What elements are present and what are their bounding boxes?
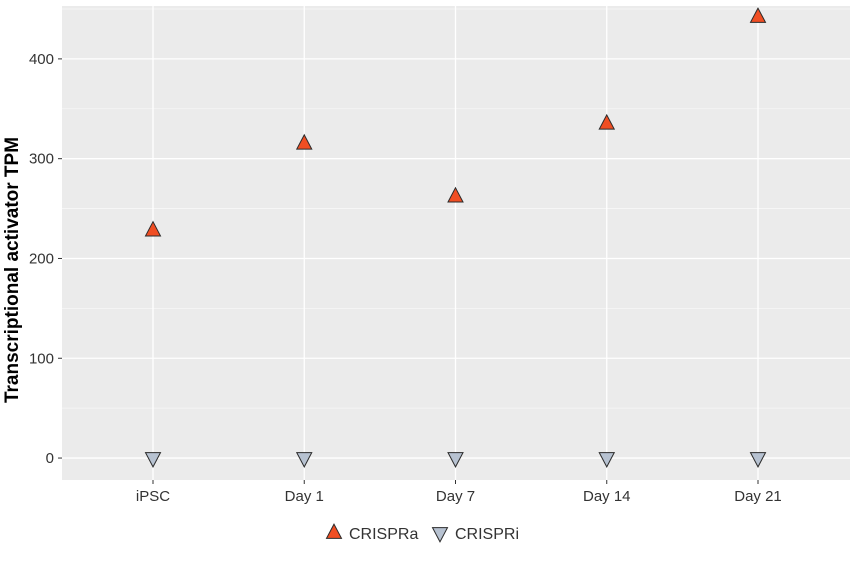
- x-axis-ticks: iPSC Day 1 Day 7 Day 14 Day 21: [136, 480, 782, 505]
- data-points: [144, 7, 767, 468]
- y-tick-label: 200: [29, 250, 54, 267]
- legend-label-crispra: CRISPRa: [349, 526, 418, 543]
- x-tick-label: iPSC: [136, 488, 170, 505]
- point-crispra-day-14: [598, 113, 616, 130]
- x-tick-label: Day 7: [436, 488, 475, 505]
- point-crispri-day-7: [447, 452, 464, 468]
- point-crispra-day-21: [749, 7, 767, 23]
- x-tick-label: Day 14: [583, 488, 631, 505]
- point-crispri-ipsc: [144, 452, 162, 468]
- legend-label-crispri: CRISPRi: [455, 526, 519, 543]
- y-tick-label: 400: [29, 51, 54, 68]
- y-axis-title: Transcriptional activator TPM: [2, 137, 23, 403]
- legend-key-crispra: [325, 523, 343, 539]
- major-gridlines: [62, 6, 850, 480]
- point-crispri-day-1: [295, 452, 313, 468]
- y-tick-label: 0: [46, 450, 54, 467]
- point-crispra-day-7: [447, 186, 464, 203]
- point-crispri-day-14: [598, 452, 616, 468]
- point-crispri-day-21: [749, 452, 767, 468]
- legend: CRISPRa CRISPRi: [325, 523, 519, 543]
- x-tick-label: Day 21: [734, 488, 782, 505]
- x-tick-label: Day 1: [285, 488, 324, 505]
- y-axis-ticks: 0 100 200 300 400: [29, 51, 62, 467]
- point-crispra-day-1: [295, 133, 313, 150]
- y-tick-label: 100: [29, 350, 54, 367]
- legend-key-crispri: [431, 527, 449, 543]
- point-crispra-ipsc: [144, 220, 162, 237]
- y-tick-label: 300: [29, 151, 54, 168]
